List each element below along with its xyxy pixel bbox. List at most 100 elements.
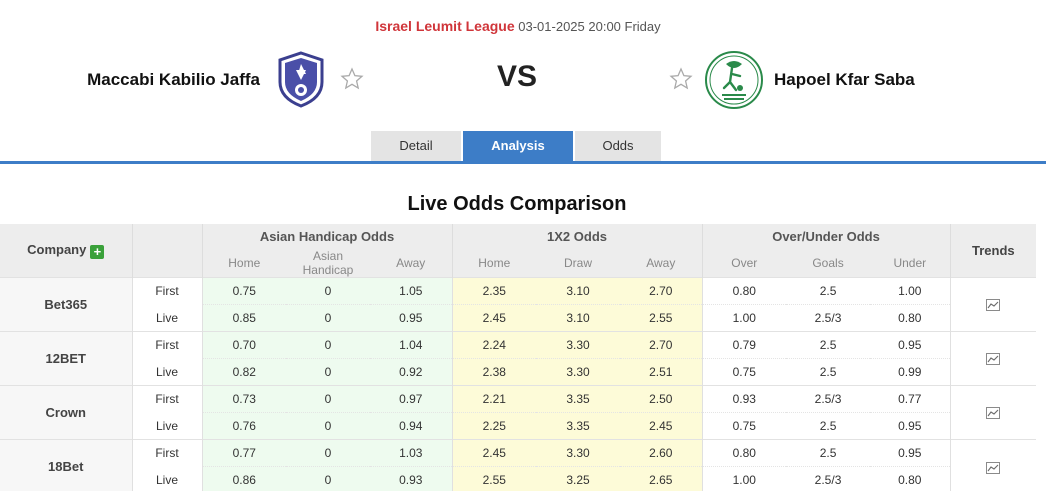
odds-cell-x12: 2.70 xyxy=(620,277,703,305)
odds-cell-ah: 0.77 xyxy=(202,439,286,467)
subheader-ah-away: Away xyxy=(370,249,453,278)
odds-cell-ah: 0.86 xyxy=(202,466,286,491)
company-name[interactable]: Crown xyxy=(0,385,133,440)
odds-cell-ou: 2.5 xyxy=(786,277,871,305)
odds-cell-x12: 2.45 xyxy=(620,412,703,440)
odds-cell-ou: 2.5/3 xyxy=(786,466,871,491)
odds-cell-x12: 3.10 xyxy=(536,277,620,305)
match-tabs: Detail Analysis Odds xyxy=(371,131,663,161)
odds-cell-ah: 0 xyxy=(286,277,370,305)
odds-cell-x12: 2.51 xyxy=(620,358,703,386)
odds-cell-ah: 0 xyxy=(286,331,370,359)
company-header-label: Company xyxy=(27,242,87,257)
tab-detail[interactable]: Detail xyxy=(371,131,461,161)
odds-type-label: Live xyxy=(132,358,203,386)
odds-row: Live 0.86 0 0.93 2.55 3.25 2.65 1.00 2.5/3 0.80 xyxy=(0,466,1036,491)
subheader-ah-handicap: Asian Handicap xyxy=(286,249,370,278)
odds-cell-ah: 0 xyxy=(286,358,370,386)
odds-cell-ah: 0 xyxy=(286,385,370,413)
odds-cell-ou: 0.93 xyxy=(702,385,787,413)
odds-cell-ou: 2.5 xyxy=(786,439,871,467)
odds-cell-x12: 2.55 xyxy=(452,466,536,491)
versus-label: VS xyxy=(496,60,538,93)
odds-cell-ou: 2.5 xyxy=(786,358,871,386)
odds-table-body: Bet365 First 0.75 0 1.05 2.35 3.10 2.70 0.80 2.5 1… xyxy=(0,277,1037,491)
odds-cell-ou: 0.80 xyxy=(702,277,787,305)
odds-cell-x12: 3.30 xyxy=(536,358,620,386)
subheader-x12-draw: Draw xyxy=(536,249,620,278)
odds-row: Live 0.85 0 0.95 2.45 3.10 2.55 1.00 2.5/3 0.80 xyxy=(0,304,1036,332)
odds-cell-ou: 0.75 xyxy=(702,412,787,440)
odds-cell-ah: 0.85 xyxy=(202,304,286,332)
odds-cell-ah: 0.94 xyxy=(370,412,453,440)
odds-cell-ou: 0.77 xyxy=(870,385,951,413)
odds-type-label: Live xyxy=(132,412,203,440)
odds-cell-ou: 2.5 xyxy=(786,412,871,440)
odds-cell-ah: 0 xyxy=(286,412,370,440)
odds-cell-ah: 0.95 xyxy=(370,304,453,332)
trend-cell xyxy=(950,331,1037,386)
odds-cell-ah: 1.04 xyxy=(370,331,453,359)
odds-cell-ah: 0.97 xyxy=(370,385,453,413)
odds-cell-ah: 0 xyxy=(286,466,370,491)
add-company-plus-icon[interactable]: + xyxy=(90,245,105,259)
odds-cell-x12: 2.35 xyxy=(452,277,536,305)
away-team-logo[interactable] xyxy=(704,50,763,109)
company-name[interactable]: 12BET xyxy=(0,331,133,386)
odds-cell-x12: 2.70 xyxy=(620,331,703,359)
odds-type-label: First xyxy=(132,277,203,305)
odds-cell-x12: 3.30 xyxy=(536,439,620,467)
home-team-name[interactable]: Maccabi Kabilio Jaffa xyxy=(87,70,260,89)
chart-trend-icon[interactable] xyxy=(986,353,1001,366)
odds-cell-x12: 2.21 xyxy=(452,385,536,413)
type-header xyxy=(132,224,203,278)
odds-cell-ou: 0.95 xyxy=(870,439,951,467)
chart-trend-icon[interactable] xyxy=(986,461,1001,474)
section-title: Live Odds Comparison xyxy=(407,193,627,215)
odds-cell-x12: 2.65 xyxy=(620,466,703,491)
odds-type-label: Live xyxy=(132,304,203,332)
odds-cell-ou: 0.75 xyxy=(702,358,787,386)
company-name[interactable]: Bet365 xyxy=(0,277,133,332)
away-team-name[interactable]: Hapoel Kfar Saba xyxy=(774,70,915,89)
odds-cell-ou: 2.5/3 xyxy=(786,385,871,413)
company-header: Company + xyxy=(0,224,133,278)
odds-cell-ou: 2.5/3 xyxy=(786,304,871,332)
odds-row: Live 0.76 0 0.94 2.25 3.35 2.45 0.75 2.5 0.95 xyxy=(0,412,1036,440)
home-team-logo[interactable] xyxy=(272,50,330,108)
over-under-header: Over/Under Odds xyxy=(702,224,951,249)
odds-cell-ou: 1.00 xyxy=(870,277,951,305)
odds-cell-x12: 3.25 xyxy=(536,466,620,491)
odds-cell-ah: 0.92 xyxy=(370,358,453,386)
odds-cell-x12: 3.30 xyxy=(536,331,620,359)
company-name[interactable]: 18Bet xyxy=(0,439,133,491)
odds-cell-ou: 0.80 xyxy=(870,304,951,332)
favorite-away-star-icon[interactable] xyxy=(669,67,693,91)
odds-cell-ah: 0.93 xyxy=(370,466,453,491)
odds-cell-ah: 0.70 xyxy=(202,331,286,359)
chart-trend-icon[interactable] xyxy=(986,407,1001,420)
league-name[interactable]: Israel Leumit League xyxy=(375,18,515,34)
odds-cell-ou: 0.95 xyxy=(870,331,951,359)
asian-handicap-header: Asian Handicap Odds xyxy=(202,224,453,249)
subheader-ah-home: Home xyxy=(202,249,286,278)
tab-analysis[interactable]: Analysis xyxy=(463,131,573,161)
odds-cell-ah: 0 xyxy=(286,439,370,467)
odds-cell-ah: 0.82 xyxy=(202,358,286,386)
favorite-home-star-icon[interactable] xyxy=(340,67,364,91)
tab-odds[interactable]: Odds xyxy=(575,131,661,161)
odds-cell-x12: 2.55 xyxy=(620,304,703,332)
odds-cell-x12: 3.10 xyxy=(536,304,620,332)
odds-comparison-table: Company + Asian Handicap Odds 1X2 Odds Ov… xyxy=(0,224,1037,491)
header-divider xyxy=(0,161,1046,164)
chart-trend-icon[interactable] xyxy=(986,299,1001,312)
odds-type-label: First xyxy=(132,439,203,467)
trend-cell xyxy=(950,277,1037,332)
league-line: Israel Leumit League 03-01-2025 20:00 Fr… xyxy=(0,18,1036,34)
odds-cell-ou: 1.00 xyxy=(702,304,787,332)
odds-cell-ou: 0.80 xyxy=(702,439,787,467)
odds-cell-ou: 0.80 xyxy=(870,466,951,491)
odds-type-label: First xyxy=(132,331,203,359)
match-header: Israel Leumit League 03-01-2025 20:00 Fr… xyxy=(0,0,1046,163)
odds-cell-ou: 0.99 xyxy=(870,358,951,386)
